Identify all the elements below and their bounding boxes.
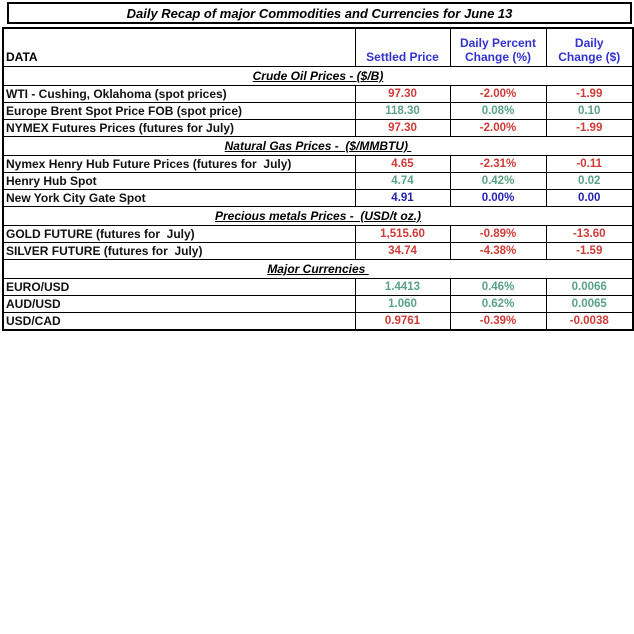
settled-price-cell: 1,515.60 bbox=[354, 225, 451, 243]
section-title: Precious metals Prices - (USD/t oz.) bbox=[214, 209, 422, 223]
percent-change-cell: -0.39% bbox=[449, 312, 547, 331]
percent-change-cell: -2.31% bbox=[449, 155, 547, 173]
daily-change-cell: -1.99 bbox=[545, 85, 634, 103]
table-row: WTI - Cushing, Oklahoma (spot prices) 97.… bbox=[2, 85, 634, 103]
section-header-row: Major Currencies bbox=[3, 259, 633, 279]
column-header-line: Change ($) bbox=[558, 50, 621, 65]
column-header-line: Change (%) bbox=[465, 50, 531, 65]
daily-change-cell: -1.59 bbox=[545, 242, 634, 260]
daily-change-cell: 0.00 bbox=[545, 189, 634, 207]
row-label: WTI - Cushing, Oklahoma (spot prices) bbox=[2, 85, 356, 103]
table-row: New York City Gate Spot 4.91 0.00% 0.00 bbox=[2, 189, 634, 207]
daily-recap-report: Daily Recap of major Commodities and Cur… bbox=[2, 2, 634, 331]
percent-change-cell: -4.38% bbox=[449, 242, 547, 260]
section-title: Crude Oil Prices - ($/B) bbox=[252, 69, 384, 83]
settled-price-cell: 4.65 bbox=[354, 155, 451, 173]
row-label: GOLD FUTURE (futures for July) bbox=[2, 225, 356, 243]
column-header-daily-change: Daily Change ($) bbox=[545, 27, 634, 67]
report-title: Daily Recap of major Commodities and Cur… bbox=[126, 5, 513, 21]
table-row: NYMEX Futures Prices (futures for July) 9… bbox=[2, 119, 634, 137]
table-row: AUD/USD 1.060 0.62% 0.0065 bbox=[2, 295, 634, 313]
row-label: SILVER FUTURE (futures for July) bbox=[2, 242, 356, 260]
report-title-box: Daily Recap of major Commodities and Cur… bbox=[7, 2, 632, 24]
table-row: EURO/USD 1.4413 0.46% 0.0066 bbox=[2, 278, 634, 296]
section-header-cell: Crude Oil Prices - ($/B) bbox=[3, 66, 633, 86]
percent-change-cell: 0.42% bbox=[449, 172, 547, 190]
daily-change-cell: -1.99 bbox=[545, 119, 634, 137]
row-label: Nymex Henry Hub Future Prices (futures f… bbox=[2, 155, 356, 173]
column-header-line: Daily Percent bbox=[459, 36, 537, 51]
column-header-data: DATA bbox=[2, 27, 356, 67]
percent-change-cell: -2.00% bbox=[449, 85, 547, 103]
section-title: Natural Gas Prices - ($/MMBTU) bbox=[224, 139, 412, 153]
settled-price-cell: 4.91 bbox=[354, 189, 451, 207]
table-row: GOLD FUTURE (futures for July) 1,515.60 -0… bbox=[2, 225, 634, 243]
settled-price-cell: 1.060 bbox=[354, 295, 451, 313]
table-row: USD/CAD 0.9761 -0.39% -0.0038 bbox=[2, 312, 634, 331]
recap-table: DATA Settled Price Daily Percent Change … bbox=[2, 27, 634, 331]
column-header-row: DATA Settled Price Daily Percent Change … bbox=[2, 27, 634, 67]
settled-price-cell: 34.74 bbox=[354, 242, 451, 260]
column-header-line: Daily bbox=[574, 36, 604, 51]
section-header-cell: Major Currencies bbox=[3, 259, 633, 279]
daily-change-cell: -0.0038 bbox=[545, 312, 634, 331]
row-label: EURO/USD bbox=[2, 278, 356, 296]
table-row: Europe Brent Spot Price FOB (spot price)… bbox=[2, 102, 634, 120]
row-label: Henry Hub Spot bbox=[2, 172, 356, 190]
daily-change-cell: 0.10 bbox=[545, 102, 634, 120]
section-header-row: Precious metals Prices - (USD/t oz.) bbox=[3, 206, 633, 226]
section-header-cell: Precious metals Prices - (USD/t oz.) bbox=[3, 206, 633, 226]
percent-change-cell: -2.00% bbox=[449, 119, 547, 137]
table-row: Nymex Henry Hub Future Prices (futures f… bbox=[2, 155, 634, 173]
settled-price-cell: 1.4413 bbox=[354, 278, 451, 296]
settled-price-cell: 4.74 bbox=[354, 172, 451, 190]
percent-change-cell: 0.00% bbox=[449, 189, 547, 207]
section-header-row: Crude Oil Prices - ($/B) bbox=[3, 66, 633, 86]
table-body: DATA Settled Price Daily Percent Change … bbox=[2, 27, 634, 331]
settled-price-cell: 118.30 bbox=[354, 102, 451, 120]
settled-price-cell: 0.9761 bbox=[354, 312, 451, 331]
percent-change-cell: 0.62% bbox=[449, 295, 547, 313]
daily-change-cell: -13.60 bbox=[545, 225, 634, 243]
table-row: Henry Hub Spot 4.74 0.42% 0.02 bbox=[2, 172, 634, 190]
daily-change-cell: 0.0065 bbox=[545, 295, 634, 313]
row-label: AUD/USD bbox=[2, 295, 356, 313]
row-label: USD/CAD bbox=[2, 312, 356, 331]
percent-change-cell: 0.08% bbox=[449, 102, 547, 120]
settled-price-cell: 97.30 bbox=[354, 119, 451, 137]
percent-change-cell: 0.46% bbox=[449, 278, 547, 296]
column-header-daily-percent-change: Daily Percent Change (%) bbox=[449, 27, 547, 67]
daily-change-cell: 0.02 bbox=[545, 172, 634, 190]
daily-change-cell: -0.11 bbox=[545, 155, 634, 173]
section-title: Major Currencies bbox=[267, 262, 369, 276]
row-label: New York City Gate Spot bbox=[2, 189, 356, 207]
section-header-cell: Natural Gas Prices - ($/MMBTU) bbox=[3, 136, 633, 156]
table-row: SILVER FUTURE (futures for July) 34.74 -4.… bbox=[2, 242, 634, 260]
daily-change-cell: 0.0066 bbox=[545, 278, 634, 296]
row-label: NYMEX Futures Prices (futures for July) bbox=[2, 119, 356, 137]
section-header-row: Natural Gas Prices - ($/MMBTU) bbox=[3, 136, 633, 156]
settled-price-cell: 97.30 bbox=[354, 85, 451, 103]
row-label: Europe Brent Spot Price FOB (spot price) bbox=[2, 102, 356, 120]
percent-change-cell: -0.89% bbox=[449, 225, 547, 243]
column-header-settled-price: Settled Price bbox=[354, 27, 451, 67]
